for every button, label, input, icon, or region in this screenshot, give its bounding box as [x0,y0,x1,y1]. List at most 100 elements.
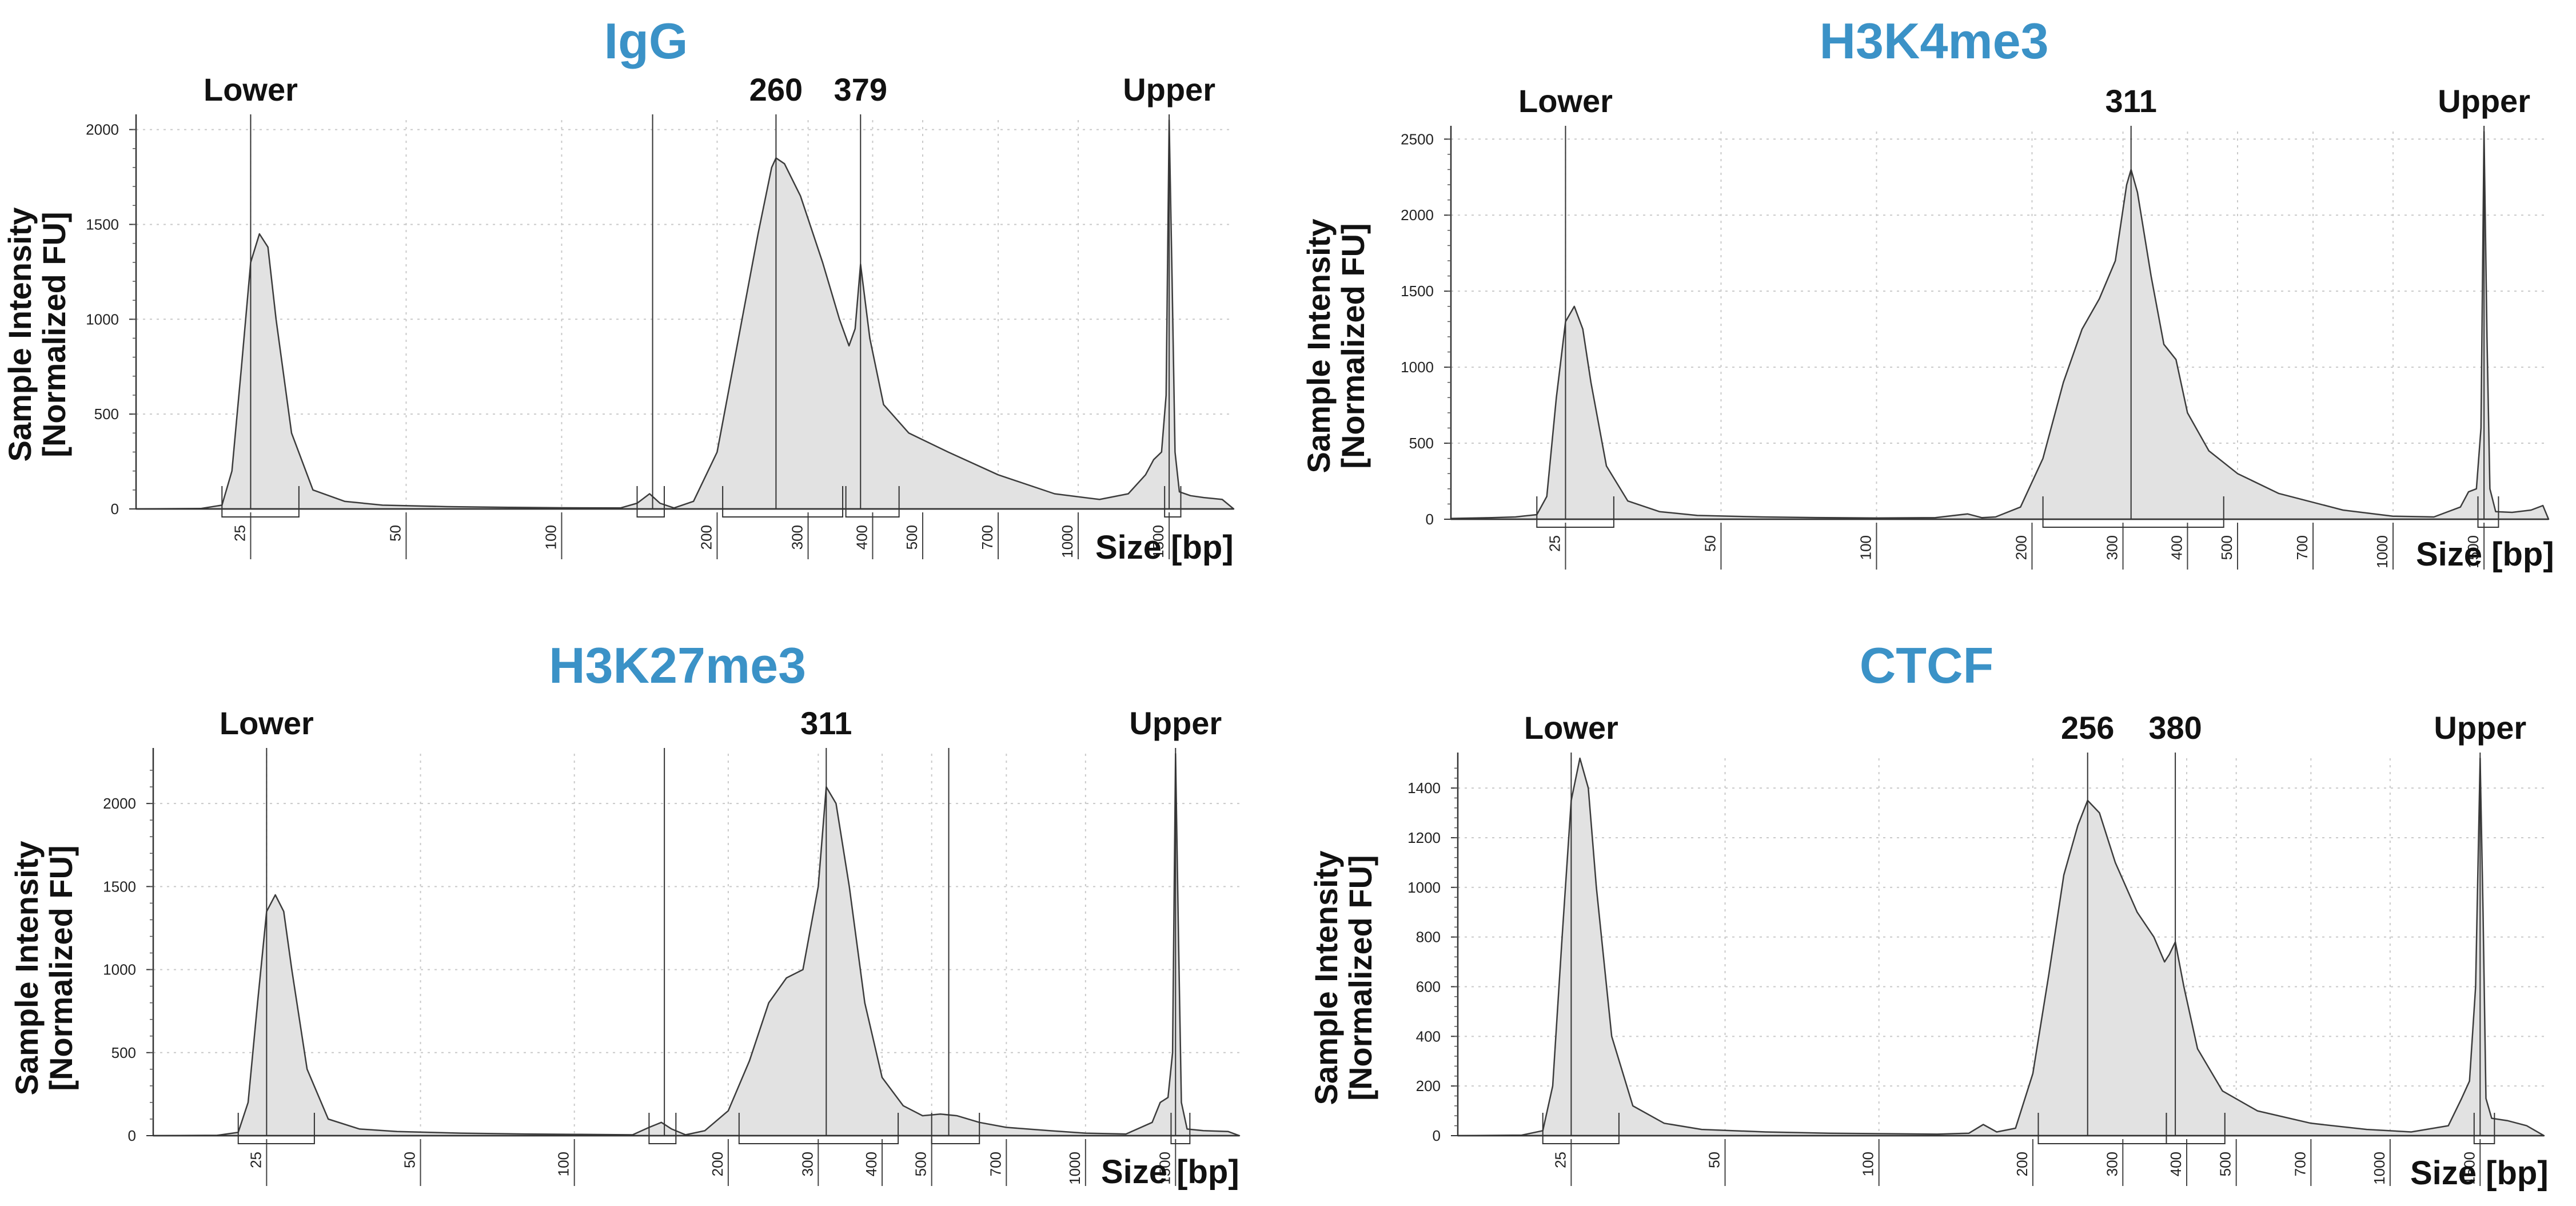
y-tick-label: 1500 [1401,282,1434,300]
x-tick-label: 50 [386,525,404,542]
y-tick-label: 1000 [103,961,136,978]
x-tick-label: 300 [2104,535,2121,560]
integration-window [1170,1113,1191,1144]
chart-title: IgG [604,13,688,69]
trace-area [1450,130,2550,520]
panel-ctcf: CTCF Sample Intensity [Normalized FU] 25… [1292,623,2576,1206]
peak-label: Upper [1123,71,1215,108]
integration-window [1536,496,1614,528]
x-tick-label: 25 [1546,535,1563,552]
x-tick-label: 1500 [1156,1152,1173,1185]
peak-label: 260 [749,71,803,108]
trace-area [1457,757,2545,1137]
electropherogram-plot: 25 50 100 200 300 400 500 700 1000 1500 0 500 1000 15… [1401,83,2550,570]
integration-window [2166,1113,2226,1144]
x-tick-label: 500 [903,525,920,550]
integration-window [2473,1113,2495,1144]
panel-igg: IgG Sample Intensity [Normalized FU] 25 5… [0,0,1258,572]
x-tick-label: 1000 [2371,1152,2388,1185]
x-tick-label: 100 [555,1152,572,1176]
y-tick-label: 1000 [1401,359,1434,376]
x-tick-label: 400 [853,525,870,550]
x-axis-unit-label: Size [bp] [1095,529,1234,566]
integration-window [845,486,900,518]
x-tick-label: 200 [2012,535,2029,560]
x-tick-label: 50 [1706,1152,1723,1168]
y-tick-label: 1000 [86,311,119,328]
integration-window [237,1113,315,1144]
peak-label: Lower [1524,710,1618,746]
x-tick-label: 300 [799,1152,816,1176]
x-tick-label: 200 [2013,1152,2031,1176]
peak-label: Lower [220,705,314,741]
y-tick-label: 1400 [1407,779,1441,797]
chart-title: H3K4me3 [1819,13,2049,69]
x-axis-unit-label: Size [bp] [2410,1155,2549,1192]
y-tick-label: 800 [1416,929,1441,946]
y-tick-label: 200 [1416,1077,1441,1094]
x-tick-label: 1500 [2465,535,2482,568]
integration-window [1164,486,1182,518]
trace-area [135,119,1235,510]
x-tick-label: 300 [2103,1152,2120,1176]
x-axis-unit-label: Size [bp] [1101,1153,1239,1191]
integration-window [2042,496,2224,528]
integration-window [722,486,844,518]
electropherogram-plot: 25 50 100 200 300 400 500 700 1000 1500 0 200 400 600… [1407,710,2545,1186]
y-tick-label: 1200 [1407,829,1441,846]
y-tick-label: 2500 [1401,130,1434,148]
x-tick-label: 1500 [2461,1152,2478,1185]
y-tick-label: 500 [111,1044,136,1061]
peak-label: Upper [2434,710,2526,746]
panel-h3k4me3: H3K4me3 Sample Intensity [Normalized FU]… [1292,0,2576,574]
y-tick-label: 0 [128,1127,136,1144]
x-tick-label: 300 [789,525,806,550]
integration-window [648,1113,677,1144]
x-tick-label: 100 [1857,535,1874,560]
peak-label: Lower [204,71,298,108]
peak-label: 379 [834,71,887,108]
chart-title: H3K27me3 [548,637,807,694]
x-tick-label: 1000 [1066,1152,1083,1185]
x-tick-label: 1000 [1059,525,1076,558]
integration-window [2477,496,2499,528]
x-tick-label: 700 [2294,535,2311,560]
peak-label: Upper [1129,705,1222,741]
y-tick-label: 0 [1433,1127,1441,1144]
y-tick-label: 1500 [86,216,119,233]
integration-window [1542,1113,1620,1144]
peak-label: Lower [1518,83,1613,119]
x-tick-label: 200 [697,525,715,550]
electropherogram-plot: 25 50 100 200 300 400 500 700 1000 1500 0 500 1000 15… [86,71,1235,559]
x-tick-label: 400 [2168,535,2185,560]
integration-window [221,486,300,518]
x-tick-label: 700 [979,525,996,550]
x-tick-label: 400 [2167,1152,2184,1176]
chart-title: CTCF [1859,637,1994,694]
x-axis-unit-label: Size [bp] [2416,536,2554,573]
y-tick-label: 2000 [1401,206,1434,224]
y-tick-label: 1500 [103,878,136,895]
x-tick-label: 700 [2291,1152,2308,1176]
peak-label: 380 [2148,710,2202,746]
y-tick-label: 1000 [1407,879,1441,896]
peak-label: 311 [800,705,852,741]
y-tick-label: 500 [94,405,119,423]
x-tick-label: 500 [2218,535,2235,560]
y-tick-label: 0 [111,500,119,518]
x-tick-label: 700 [987,1152,1004,1176]
y-tick-label: 600 [1416,978,1441,995]
x-tick-label: 25 [247,1152,264,1168]
peak-label: Upper [2438,83,2530,119]
panel-h3k27me3: H3K27me3 Sample Intensity [Normalized FU… [0,623,1258,1206]
x-tick-label: 500 [2217,1152,2234,1176]
integration-window [636,486,665,518]
x-tick-label: 50 [1701,535,1718,552]
x-tick-label: 25 [231,525,248,542]
x-tick-label: 200 [709,1152,726,1176]
x-tick-label: 50 [401,1152,418,1168]
y-tick-label: 500 [1409,435,1434,452]
x-tick-label: 1000 [2374,535,2391,568]
trace-area [152,753,1241,1137]
peak-label: 311 [2106,83,2157,119]
